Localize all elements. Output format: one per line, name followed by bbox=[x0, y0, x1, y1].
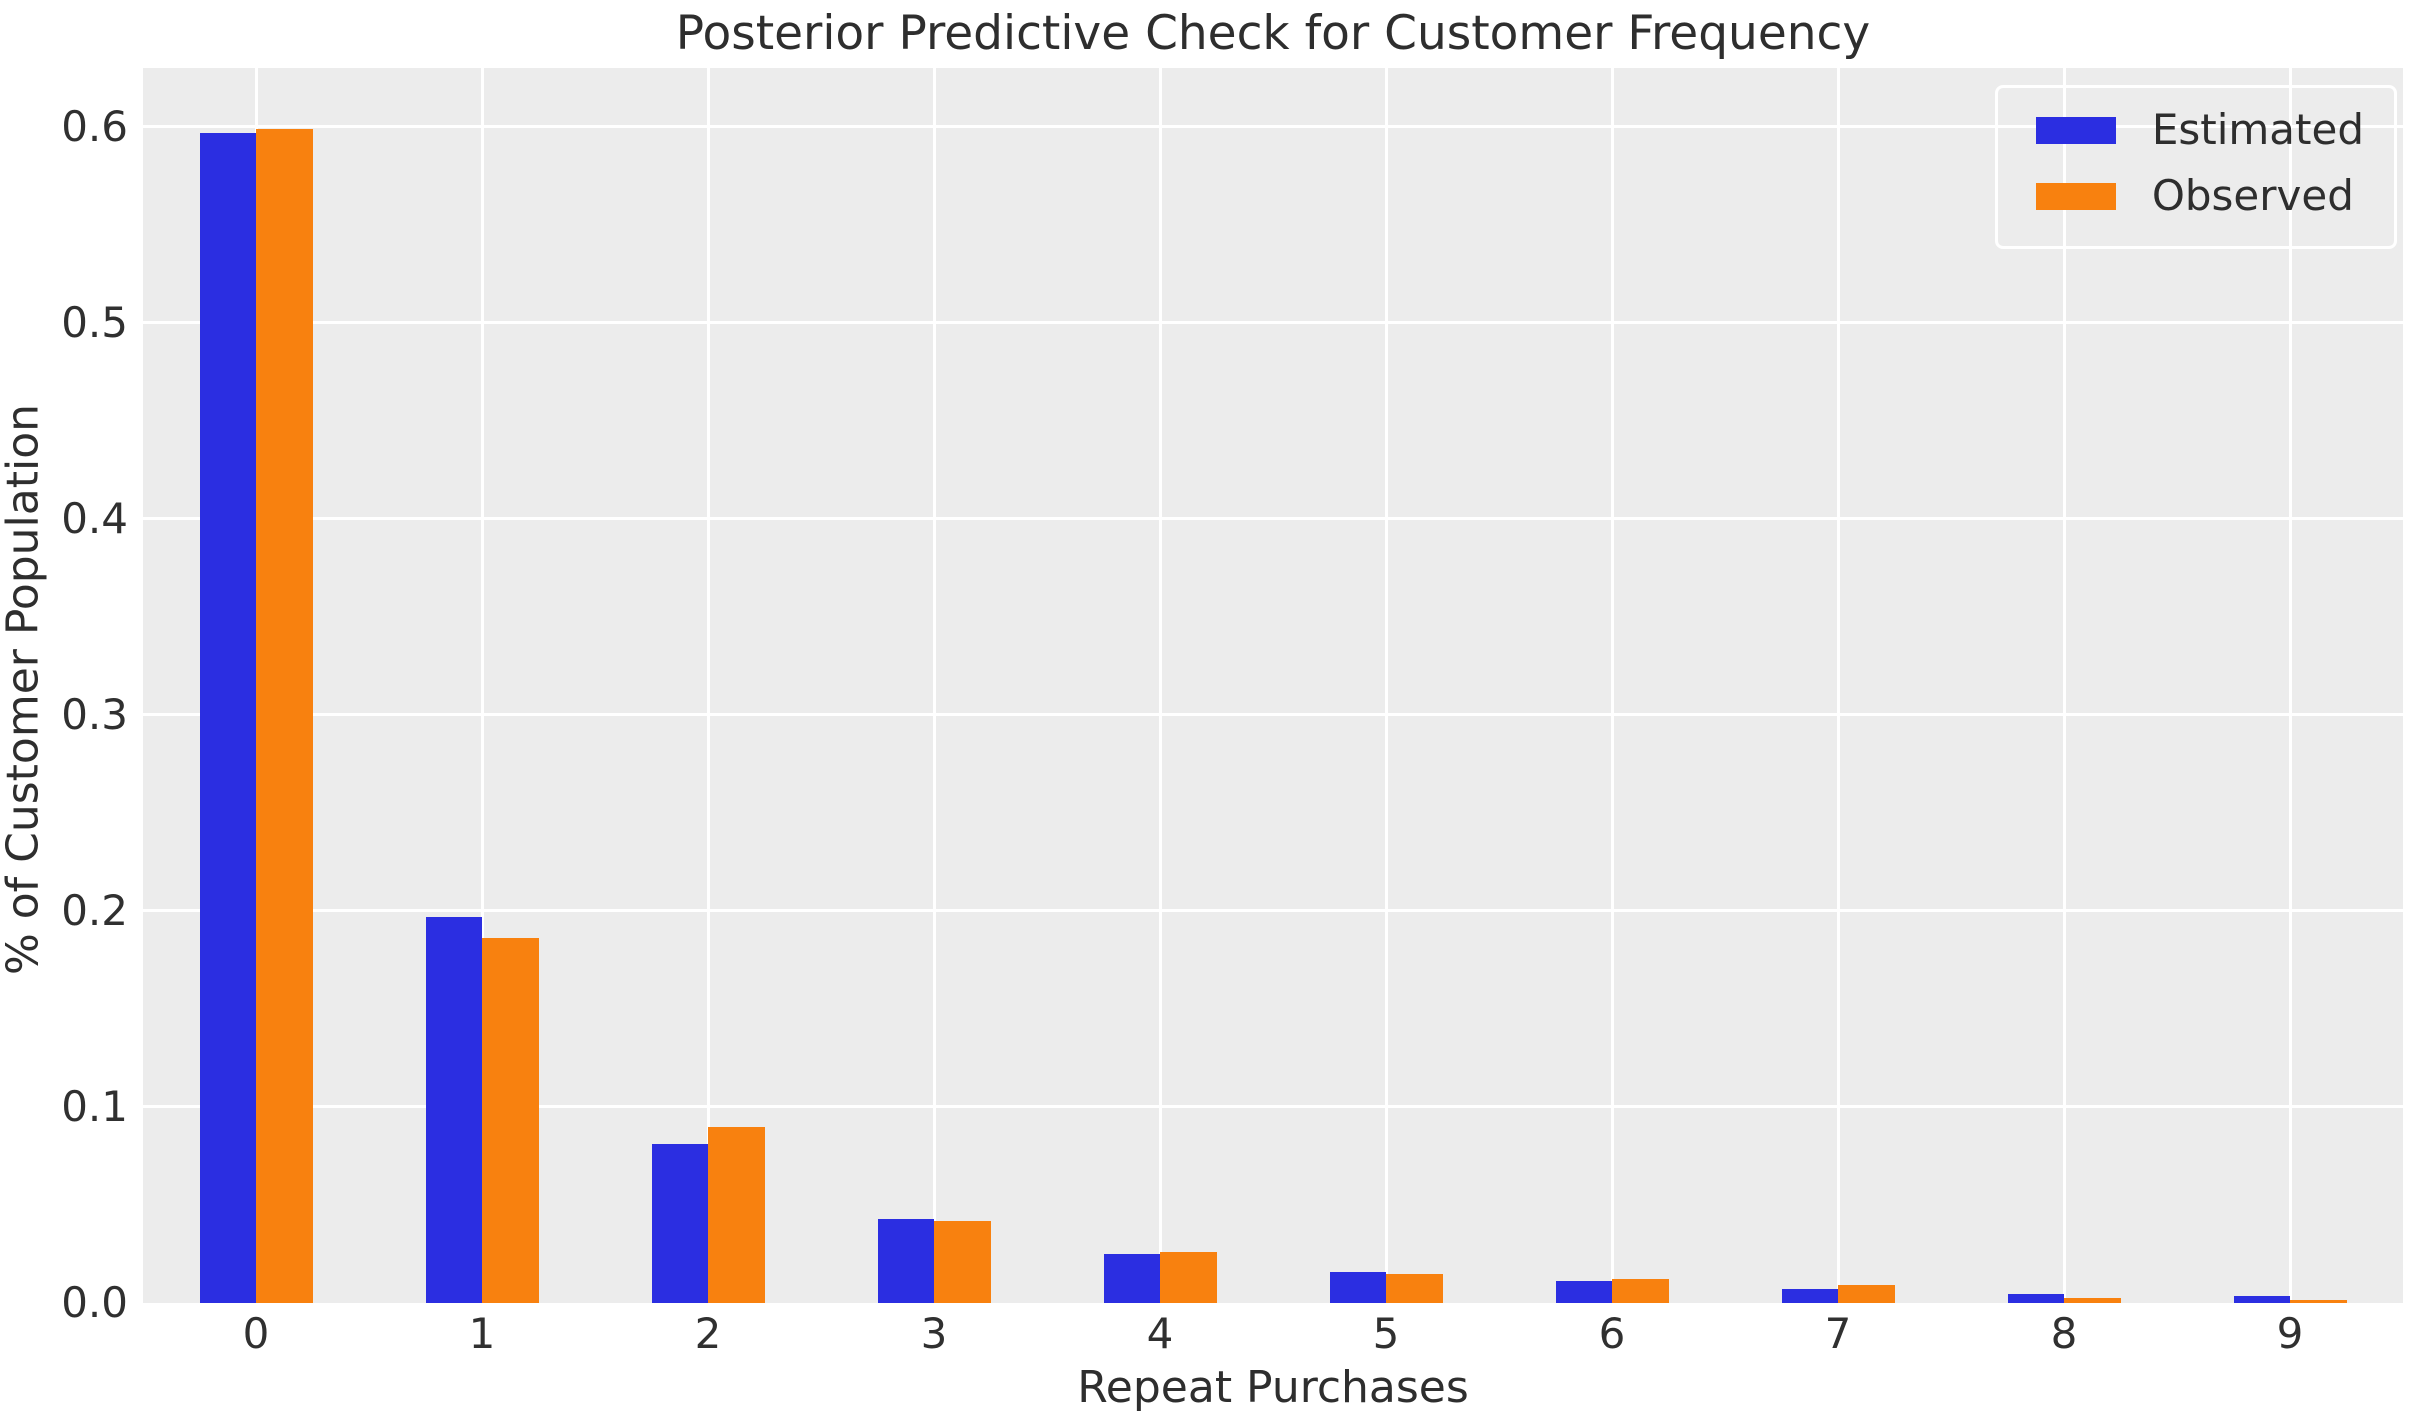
y-tick-label: 0.4 bbox=[61, 493, 128, 543]
observed-legend-swatch bbox=[2035, 182, 2116, 210]
v-gridline bbox=[1610, 68, 1614, 1303]
estimated-bar bbox=[1555, 1281, 1612, 1303]
legend-label: Estimated bbox=[2151, 105, 2364, 154]
chart-title: Posterior Predictive Check for Customer … bbox=[675, 6, 1871, 61]
x-tick-label: 4 bbox=[1146, 1309, 1174, 1358]
v-gridline bbox=[1158, 68, 1162, 1303]
h-gridline bbox=[143, 713, 2403, 717]
x-tick-label: 1 bbox=[468, 1309, 496, 1358]
y-tick-label: 0.5 bbox=[61, 297, 128, 347]
estimated-bar bbox=[2007, 1294, 2064, 1303]
y-tick-label: 0.1 bbox=[61, 1081, 128, 1131]
x-tick-label: 6 bbox=[1598, 1309, 1626, 1358]
h-gridline bbox=[143, 321, 2403, 325]
observed-bar bbox=[1838, 1285, 1895, 1303]
x-tick-label: 9 bbox=[2276, 1309, 2304, 1358]
v-gridline bbox=[480, 68, 484, 1303]
y-axis-label: % of Customer Population bbox=[0, 403, 49, 976]
v-gridline bbox=[2288, 68, 2292, 1303]
x-axis-label: Repeat Purchases bbox=[1077, 1362, 1469, 1413]
y-tick-label: 0.6 bbox=[61, 101, 128, 151]
estimated-bar bbox=[1329, 1271, 1386, 1303]
v-gridline bbox=[932, 68, 936, 1303]
estimated-bar bbox=[2233, 1296, 2290, 1303]
x-tick-label: 3 bbox=[920, 1309, 948, 1358]
estimated-bar bbox=[1103, 1254, 1160, 1303]
observed-bar bbox=[482, 938, 539, 1303]
h-gridline bbox=[143, 125, 2403, 129]
y-tick-label: 0.0 bbox=[61, 1278, 128, 1327]
v-gridline bbox=[2062, 68, 2066, 1303]
observed-bar bbox=[1386, 1273, 1443, 1303]
h-gridline bbox=[143, 909, 2403, 913]
x-tick-label: 5 bbox=[1372, 1309, 1400, 1358]
observed-bar bbox=[2290, 1300, 2347, 1303]
plot-area: Estimated Observed bbox=[143, 68, 2403, 1303]
estimated-bar bbox=[651, 1144, 708, 1303]
x-tick-label: 0 bbox=[242, 1309, 270, 1358]
estimated-bar bbox=[877, 1218, 934, 1303]
v-gridline bbox=[1384, 68, 1388, 1303]
y-tick-label: 0.2 bbox=[61, 885, 128, 935]
v-gridline bbox=[1836, 68, 1840, 1303]
observed-bar bbox=[934, 1220, 991, 1303]
legend: Estimated Observed bbox=[1994, 85, 2397, 249]
observed-bar bbox=[1160, 1252, 1217, 1303]
h-gridline bbox=[143, 1105, 2403, 1109]
x-tick-label: 7 bbox=[1824, 1309, 1852, 1358]
h-gridline bbox=[143, 517, 2403, 521]
estimated-bar bbox=[199, 132, 256, 1303]
x-tick-label: 2 bbox=[694, 1309, 722, 1358]
estimated-legend-swatch bbox=[2035, 116, 2116, 144]
v-gridline bbox=[706, 68, 710, 1303]
y-tick-label: 0.3 bbox=[61, 689, 128, 739]
observed-bar bbox=[2064, 1298, 2121, 1303]
legend-item-observed: Observed bbox=[2035, 170, 2364, 222]
observed-bar bbox=[1612, 1279, 1669, 1303]
estimated-bar bbox=[1781, 1289, 1838, 1303]
estimated-bar bbox=[425, 916, 482, 1303]
observed-bar bbox=[256, 128, 313, 1303]
legend-item-estimated: Estimated bbox=[2035, 104, 2364, 156]
observed-bar bbox=[708, 1126, 765, 1303]
x-tick-label: 8 bbox=[2050, 1309, 2078, 1358]
legend-label: Observed bbox=[2151, 171, 2354, 220]
